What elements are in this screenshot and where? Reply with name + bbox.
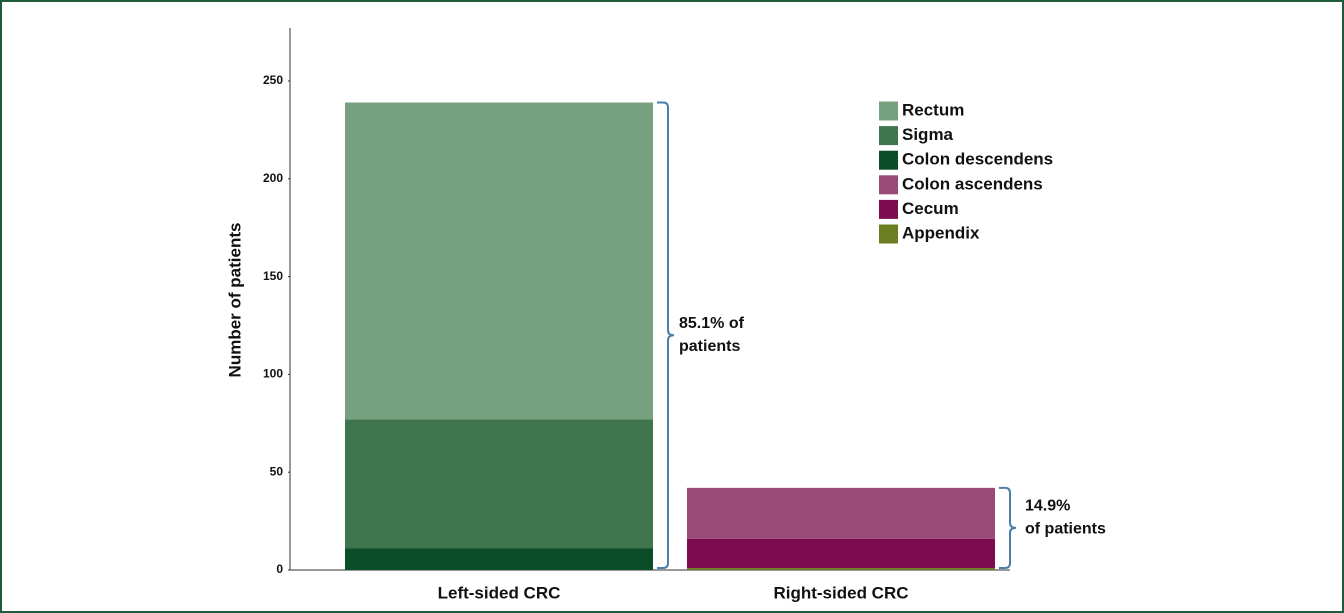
annotation: 85.1% of: [679, 315, 745, 332]
legend-label: Colon descendens: [902, 150, 1053, 169]
bar-segment: [687, 538, 995, 569]
y-tick-label: 0: [276, 562, 283, 576]
y-tick-label: 200: [263, 171, 283, 185]
brace: [999, 486, 1017, 569]
legend-label: Colon ascendens: [902, 174, 1043, 193]
legend-label: Rectum: [902, 100, 964, 119]
legend-label: Cecum: [902, 199, 959, 218]
legend-swatch: [879, 199, 898, 219]
y-tick-label: 250: [263, 73, 283, 87]
x-tick-label: Left-sided CRC: [438, 583, 561, 602]
bar-segment: [345, 419, 653, 549]
bar-segment: [345, 548, 653, 570]
legend-label: Sigma: [902, 125, 954, 144]
bar-segment: [687, 487, 995, 539]
legend-swatch: [879, 175, 898, 195]
legend-swatch: [879, 101, 898, 121]
legend-swatch: [879, 150, 898, 170]
x-tick-label: Right-sided CRC: [773, 583, 908, 602]
bar-segment: [687, 568, 995, 570]
legend-swatch: [879, 224, 898, 244]
legend-label: Appendix: [902, 223, 980, 242]
annotation: patients: [679, 338, 740, 355]
annotation: of patients: [1025, 521, 1106, 538]
y-tick-label: 150: [263, 269, 283, 283]
y-tick-label: 50: [270, 464, 284, 478]
bar-segment: [345, 102, 653, 420]
brace: [657, 101, 675, 569]
annotation: 14.9%: [1025, 498, 1070, 515]
y-axis-label: Number of patients: [225, 223, 244, 378]
y-tick-label: 100: [263, 367, 283, 381]
legend-swatch: [879, 126, 898, 146]
